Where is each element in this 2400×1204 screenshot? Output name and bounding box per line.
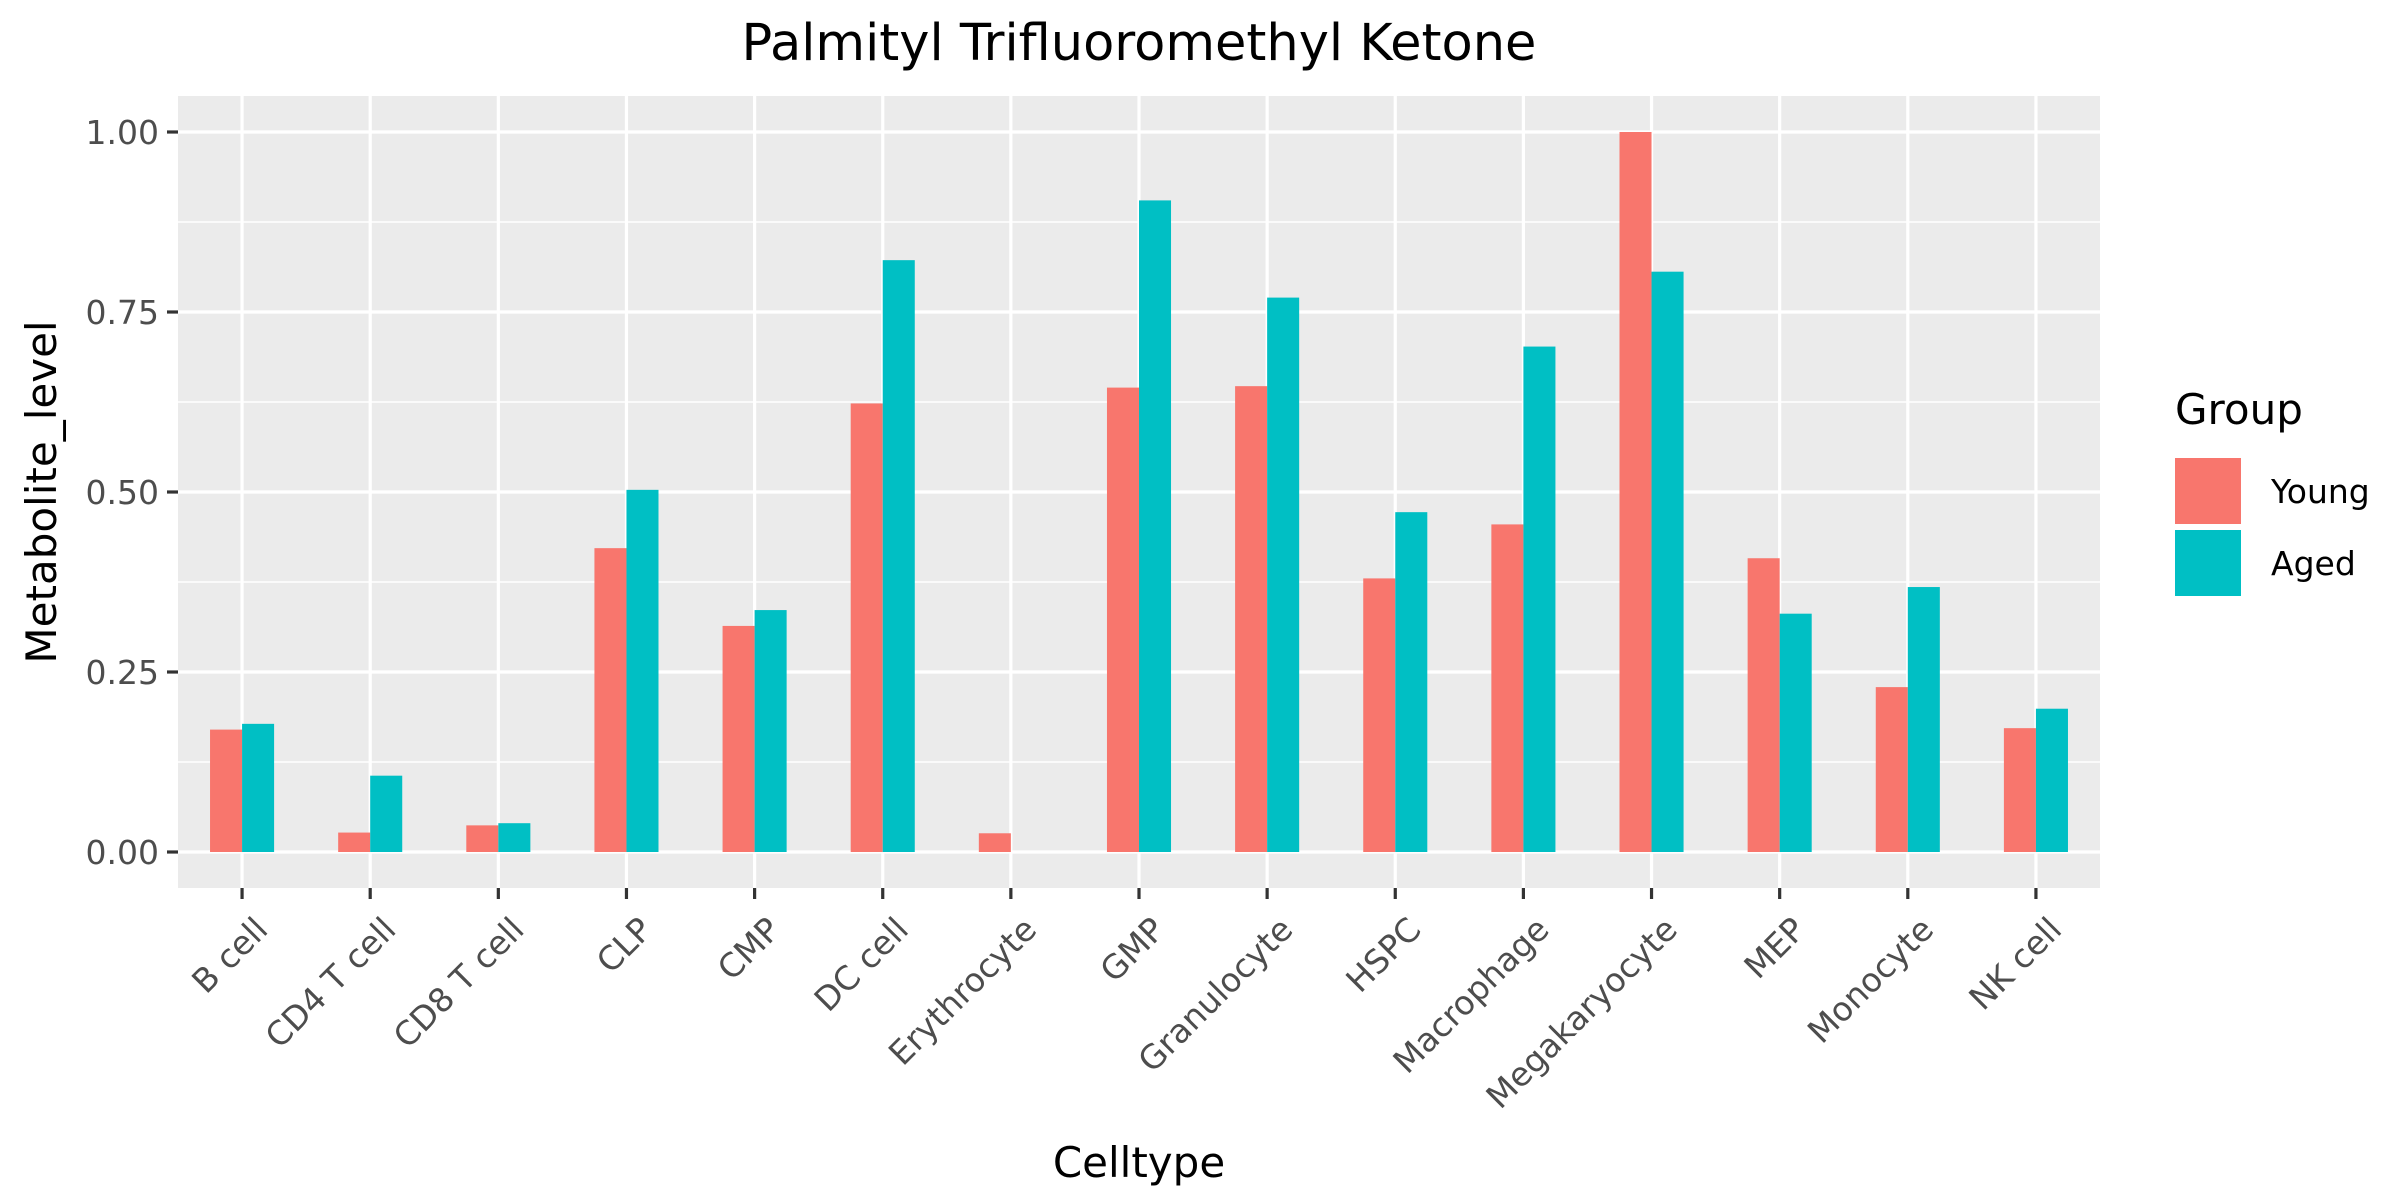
y-tick-label: 1.00: [86, 113, 159, 152]
bar-aged: [882, 260, 915, 852]
bar-aged: [1779, 613, 1812, 852]
bar-young: [1747, 558, 1780, 852]
bar-aged: [626, 489, 659, 852]
bar-young: [1491, 524, 1524, 852]
bar-young: [978, 833, 1011, 852]
bar-young: [1875, 687, 1908, 852]
y-tick-label: 0.50: [86, 473, 159, 512]
legend-key-aged: [2175, 530, 2241, 596]
x-tick-label: GMP: [1092, 910, 1172, 990]
x-tick-label: CLP: [589, 910, 660, 981]
bar-young: [338, 832, 371, 852]
x-tick-label: B cell: [184, 910, 275, 1001]
bar-young: [1363, 578, 1396, 852]
bar-young: [594, 548, 627, 852]
bar-aged: [754, 610, 787, 852]
x-tick-label: CMP: [710, 910, 788, 988]
x-tick-label: Monocyte: [1800, 910, 1941, 1051]
bar-young: [210, 729, 243, 852]
bars: [210, 132, 2068, 853]
bar-young: [1235, 386, 1268, 852]
legend-title: Group: [2175, 385, 2303, 434]
legend-label-young: Young: [2270, 472, 2370, 511]
y-tick-label: 0.75: [86, 293, 159, 332]
bar-aged: [1395, 512, 1428, 852]
x-tick-label: HSPC: [1338, 910, 1428, 1000]
bar-aged: [1139, 200, 1172, 852]
bar-aged: [498, 823, 531, 852]
bar-aged: [1267, 297, 1300, 853]
y-axis: 0.00 0.25 0.50 0.75 1.00: [86, 113, 178, 872]
legend-label-aged: Aged: [2271, 544, 2356, 583]
bar-young: [466, 825, 499, 852]
y-axis-title: Metabolite_level: [17, 320, 66, 663]
bar-aged: [1523, 346, 1556, 852]
bar-aged: [2035, 708, 2068, 852]
x-tick-label: MEP: [1736, 910, 1813, 987]
bar-young: [850, 403, 883, 852]
bar-aged: [242, 723, 275, 852]
x-tick-label: NK cell: [1961, 910, 2069, 1018]
x-tick-label: CD4 T cell: [257, 910, 403, 1056]
y-tick-label: 0.25: [86, 653, 159, 692]
bar-aged: [1907, 587, 1940, 852]
bar-young: [1619, 132, 1652, 852]
x-axis-title: Celltype: [1053, 1138, 1225, 1187]
bar-aged: [370, 775, 403, 852]
legend: Group Young Aged: [2175, 385, 2370, 596]
x-tick-label: CD8 T cell: [386, 910, 532, 1056]
bar-aged: [1651, 271, 1684, 852]
legend-key-young: [2175, 458, 2241, 524]
x-tick-label: DC cell: [807, 910, 916, 1019]
chart-title: Palmityl Trifluoromethyl Ketone: [742, 14, 1537, 73]
y-tick-label: 0.00: [86, 833, 159, 872]
bar-young: [1106, 387, 1139, 852]
bar-young: [2003, 728, 2036, 852]
bar-young: [722, 625, 755, 852]
